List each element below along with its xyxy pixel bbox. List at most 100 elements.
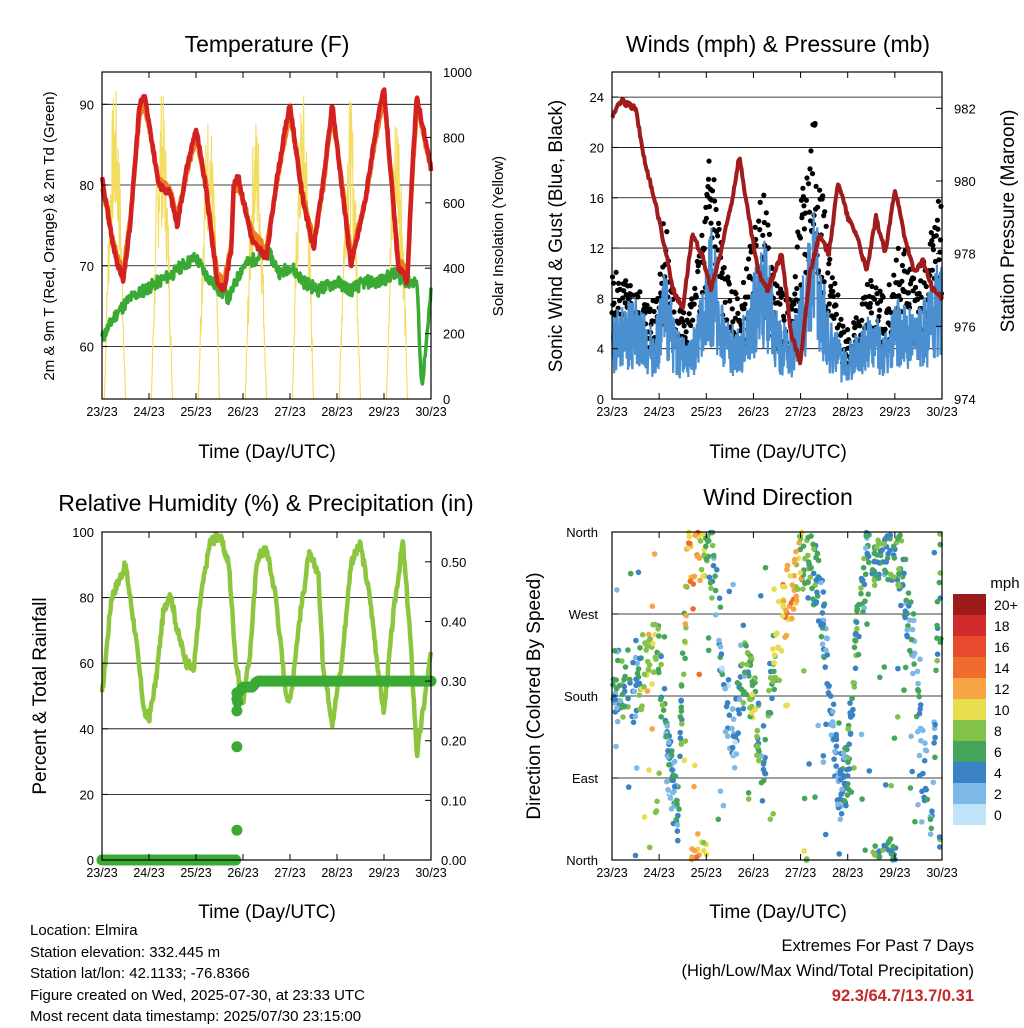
direction-point (622, 664, 629, 670)
gust-point (611, 300, 617, 306)
direction-point (729, 744, 736, 751)
gust-point (686, 311, 692, 317)
y2-tick-label: 200 (443, 327, 465, 342)
direction-point (742, 642, 749, 649)
direction-xlabel: Time (Day/UTC) (709, 902, 847, 923)
direction-point (784, 566, 790, 573)
direction-point (719, 671, 726, 678)
gust-point (802, 210, 809, 216)
direction-point (839, 786, 845, 793)
direction-point (784, 562, 791, 569)
direction-point (805, 552, 811, 559)
gust-point (695, 268, 701, 275)
direction-point (922, 785, 929, 792)
gust-point (774, 283, 780, 289)
direction-point (800, 586, 806, 592)
gust-point (853, 315, 859, 321)
extremes-subtitle: (High/Low/Max Wind/Total Precipitation) (681, 962, 974, 980)
direction-point (814, 550, 821, 557)
direction-point (641, 814, 648, 820)
direction-point (749, 679, 756, 685)
direction-point (627, 570, 634, 577)
direction-point (818, 633, 825, 640)
direction-point (801, 668, 807, 674)
direction-point (735, 730, 741, 736)
direction-point (674, 801, 680, 807)
gust-point (620, 295, 626, 301)
direction-point (845, 759, 851, 766)
direction-point (882, 782, 889, 788)
direction-point (667, 795, 674, 801)
gust-point (880, 294, 886, 300)
direction-point (646, 767, 652, 773)
gust-point (845, 327, 851, 333)
x-tick-label: 23/23 (86, 405, 117, 419)
legend-label: 8 (994, 723, 1002, 739)
gust-point (809, 171, 816, 177)
gust-point (823, 223, 829, 229)
direction-point (677, 735, 684, 741)
latest-timestamp: Most recent data timestamp: 2025/07/30 2… (30, 1008, 362, 1025)
direction-point (875, 540, 882, 547)
direction-point (649, 603, 656, 609)
gust-point (621, 288, 627, 294)
direction-point (858, 731, 865, 738)
direction-point (901, 687, 907, 693)
direction-point (861, 555, 867, 562)
direction-point (904, 632, 910, 639)
humidity-ticks: 0 20 40 60 80 100 0.00 0.10 0.20 0.30 0.40 0.50 23/2… (72, 525, 466, 880)
direction-point (653, 656, 659, 662)
y-tick-label: East (572, 771, 598, 786)
y2-tick-label: 600 (443, 196, 465, 211)
direction-point (846, 741, 852, 747)
gust-point (722, 299, 728, 305)
winds-xlabel: Time (Day/UTC) (709, 442, 847, 463)
gust-point (825, 270, 831, 276)
gust-point (734, 296, 741, 302)
direction-point (885, 551, 891, 557)
direction-point (613, 677, 619, 683)
direction-point (755, 700, 762, 707)
gust-point (701, 245, 708, 252)
gust-point (647, 306, 653, 312)
x-tick-label: 27/23 (274, 866, 305, 880)
direction-point (722, 685, 728, 692)
direction-point (917, 725, 924, 732)
x-tick-label: 30/23 (926, 866, 957, 880)
direction-point (871, 582, 878, 589)
direction-point (684, 584, 690, 590)
direction-point (847, 700, 853, 706)
gust-point (727, 298, 733, 304)
y-tick-label: 20 (590, 140, 604, 155)
direction-point (765, 709, 772, 716)
direction-point (700, 573, 706, 579)
direction-point (806, 761, 812, 767)
rh-line (99, 531, 434, 759)
direction-point (885, 576, 891, 583)
direction-point (815, 722, 821, 729)
direction-point (787, 573, 793, 579)
direction-point (767, 660, 773, 667)
direction-point (905, 590, 912, 596)
direction-point (851, 765, 857, 771)
direction-point (649, 640, 656, 647)
direction-point (871, 558, 877, 565)
direction-point (910, 653, 917, 659)
gust-point (873, 285, 879, 291)
direction-point (674, 828, 681, 834)
gust-point (928, 230, 934, 236)
direction-point (748, 655, 755, 661)
y-tick-label: 16 (590, 191, 604, 206)
gust-point (616, 280, 622, 286)
direction-point (860, 564, 867, 571)
y2-tick-label: 0 (443, 392, 450, 407)
gust-point (899, 278, 905, 284)
y2-tick-label: 0.10 (441, 793, 466, 808)
legend-swatch (953, 741, 986, 762)
x-tick-label: 25/23 (180, 866, 211, 880)
direction-point (895, 665, 901, 672)
direction-point (646, 662, 653, 668)
gust-point (613, 269, 619, 275)
x-tick-label: 30/23 (415, 866, 446, 880)
